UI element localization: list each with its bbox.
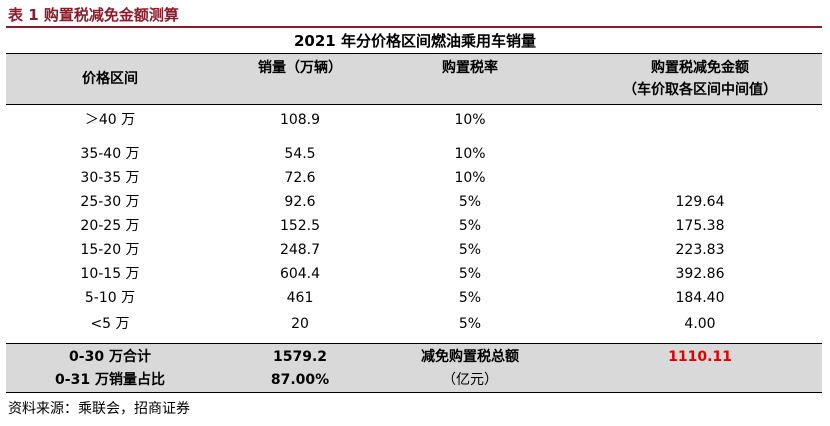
cell-sales: 20 xyxy=(291,316,309,332)
caption-divider xyxy=(6,26,822,28)
reduction-total: 1110.11 xyxy=(668,349,732,365)
cell-sales: 72.6 xyxy=(284,170,316,186)
table-row: 5-10 万 461 5% 184.40 xyxy=(0,286,830,310)
table-title: 2021 年分价格区间燃油乘用车销量 xyxy=(294,32,536,50)
source-note: 资料来源：乘联会，招商证券 xyxy=(8,401,190,417)
table-row: ＞40 万 108.9 10% xyxy=(0,108,830,132)
cell-price-range: 15-20 万 xyxy=(80,242,140,258)
cell-price-range: ＞40 万 xyxy=(84,112,136,128)
cell-tax-rate: 5% xyxy=(458,290,482,306)
cell-reduction: 129.64 xyxy=(675,194,725,210)
table-row: 35-40 万 54.5 10% xyxy=(0,142,830,166)
cell-tax-rate: 5% xyxy=(458,242,482,258)
cell-price-range: 20-25 万 xyxy=(80,218,140,234)
table-row: <5 万 20 5% 4.00 xyxy=(0,312,830,336)
cell-tax-rate: 5% xyxy=(458,218,482,234)
summary-row-total: 0-30 万合计 1579.2 减免购置税总额 1110.11 xyxy=(0,345,830,369)
cell-reduction: 392.86 xyxy=(675,266,725,282)
cell-sales: 54.5 xyxy=(284,146,316,162)
reduction-unit: （亿元） xyxy=(442,372,498,388)
cell-tax-rate: 5% xyxy=(458,266,482,282)
cell-price-range: <5 万 xyxy=(90,316,130,332)
cell-tax-rate: 5% xyxy=(458,194,482,210)
summary-row-share: 0-31 万销量占比 87.00% （亿元） xyxy=(0,368,830,392)
table-row: 20-25 万 152.5 5% 175.38 xyxy=(0,214,830,238)
table-caption: 表 1 购置税减免金额测算 xyxy=(8,6,179,24)
cell-tax-rate: 10% xyxy=(454,146,486,162)
header-sales: 销量（万辆） xyxy=(258,60,342,76)
cell-sales: 248.7 xyxy=(279,242,321,258)
cell-reduction: 223.83 xyxy=(675,242,725,258)
cell-price-range: 35-40 万 xyxy=(80,146,140,162)
cell-price-range: 5-10 万 xyxy=(84,290,136,306)
cell-price-range: 25-30 万 xyxy=(80,194,140,210)
cell-tax-rate: 10% xyxy=(454,112,486,128)
cell-reduction: 4.00 xyxy=(684,316,716,332)
cell-sales: 108.9 xyxy=(279,112,321,128)
header-price-range: 价格区间 xyxy=(82,71,138,87)
cell-reduction: 184.40 xyxy=(675,290,725,306)
table-row: 10-15 万 604.4 5% 392.86 xyxy=(0,262,830,286)
header-reduction-line1: 购置税减免金额 xyxy=(651,60,749,76)
cell-sales: 604.4 xyxy=(279,266,321,282)
cell-tax-rate: 5% xyxy=(458,316,482,332)
table-row: 30-35 万 72.6 10% xyxy=(0,166,830,190)
cell-price-range: 10-15 万 xyxy=(80,266,140,282)
title-divider xyxy=(6,53,822,54)
cell-reduction: 175.38 xyxy=(675,218,725,234)
cell-sales: 92.6 xyxy=(284,194,316,210)
header-tax-rate: 购置税率 xyxy=(442,60,498,76)
summary-band xyxy=(6,343,822,393)
total-label: 0-30 万合计 xyxy=(69,349,151,365)
cell-sales: 461 xyxy=(286,290,314,306)
reduction-label: 减免购置税总额 xyxy=(421,349,519,365)
cell-price-range: 30-35 万 xyxy=(80,170,140,186)
cell-tax-rate: 10% xyxy=(454,170,486,186)
header-divider xyxy=(6,104,822,105)
share-label: 0-31 万销量占比 xyxy=(55,372,165,388)
table-row: 15-20 万 248.7 5% 223.83 xyxy=(0,238,830,262)
total-value: 1579.2 xyxy=(272,349,328,365)
header-band xyxy=(6,54,822,104)
cell-sales: 152.5 xyxy=(279,218,321,234)
header-reduction-line2: （车价取各区间中间值） xyxy=(623,82,777,98)
share-value: 87.00% xyxy=(270,372,330,388)
table-row: 25-30 万 92.6 5% 129.64 xyxy=(0,190,830,214)
